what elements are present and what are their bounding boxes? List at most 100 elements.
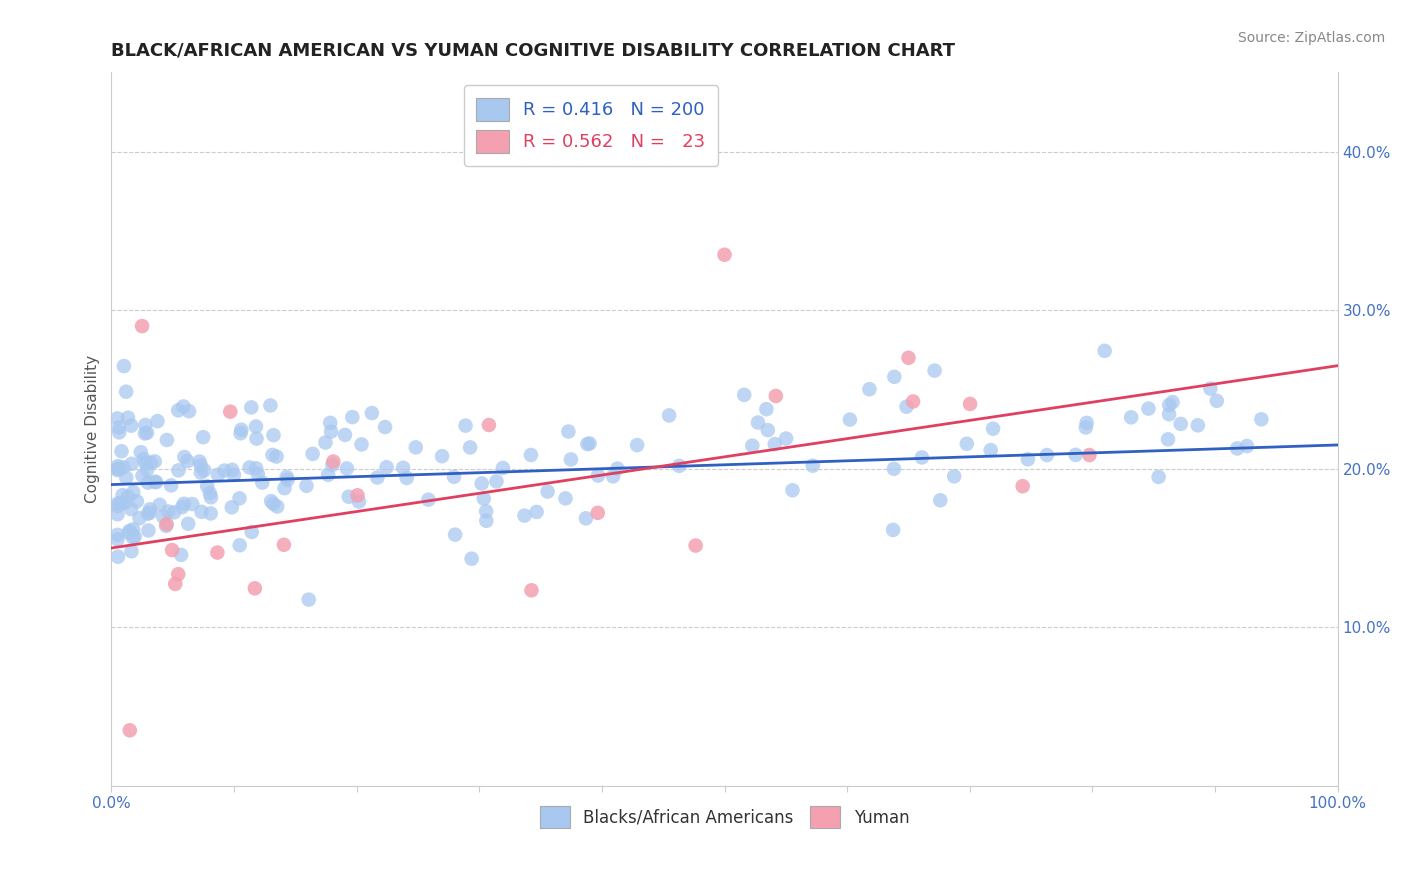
Point: [578, 436, 600, 450]
Point: [157, 504, 180, 518]
Point: [586, 506, 609, 520]
Point: [107, 463, 129, 477]
Point: [350, 437, 373, 451]
Point: [316, 467, 339, 482]
Text: Source: ZipAtlas.com: Source: ZipAtlas.com: [1237, 31, 1385, 45]
Point: [214, 464, 236, 478]
Point: [360, 406, 382, 420]
Point: [273, 481, 295, 495]
Point: [146, 414, 169, 428]
Point: [485, 475, 508, 489]
Point: [155, 517, 177, 532]
Point: [897, 351, 920, 365]
Point: [149, 498, 172, 512]
Point: [1250, 412, 1272, 426]
Point: [266, 500, 288, 514]
Point: [755, 402, 778, 417]
Point: [838, 412, 860, 426]
Point: [526, 505, 548, 519]
Point: [107, 528, 129, 542]
Point: [782, 483, 804, 498]
Point: [896, 400, 918, 414]
Point: [478, 417, 501, 432]
Point: [110, 444, 132, 458]
Point: [107, 549, 129, 564]
Point: [980, 443, 1002, 458]
Point: [125, 494, 148, 508]
Point: [117, 490, 139, 504]
Point: [1017, 452, 1039, 467]
Point: [156, 433, 179, 447]
Point: [1011, 479, 1033, 493]
Point: [262, 497, 284, 511]
Point: [366, 470, 388, 484]
Point: [395, 471, 418, 485]
Point: [122, 523, 145, 537]
Point: [243, 582, 266, 596]
Point: [513, 508, 536, 523]
Point: [134, 426, 156, 441]
Point: [775, 432, 797, 446]
Point: [321, 458, 343, 472]
Point: [322, 454, 344, 468]
Point: [240, 401, 263, 415]
Point: [901, 394, 924, 409]
Point: [266, 450, 288, 464]
Point: [129, 445, 152, 459]
Point: [858, 382, 880, 396]
Point: [170, 548, 193, 562]
Point: [520, 448, 543, 462]
Point: [454, 418, 477, 433]
Point: [1161, 395, 1184, 409]
Point: [240, 524, 263, 539]
Text: BLACK/AFRICAN AMERICAN VS YUMAN COGNITIVE DISABILITY CORRELATION CHART: BLACK/AFRICAN AMERICAN VS YUMAN COGNITIV…: [111, 42, 956, 60]
Point: [560, 452, 582, 467]
Point: [475, 514, 498, 528]
Point: [107, 533, 129, 547]
Point: [1236, 439, 1258, 453]
Point: [263, 428, 285, 442]
Point: [131, 319, 153, 334]
Point: [145, 475, 167, 490]
Point: [801, 458, 824, 473]
Point: [246, 467, 269, 481]
Point: [167, 463, 190, 477]
Point: [443, 470, 465, 484]
Point: [444, 527, 467, 541]
Point: [319, 425, 342, 439]
Point: [418, 492, 440, 507]
Point: [1121, 410, 1143, 425]
Point: [155, 519, 177, 533]
Point: [107, 411, 129, 425]
Point: [392, 460, 415, 475]
Point: [1137, 401, 1160, 416]
Point: [139, 456, 162, 470]
Point: [245, 461, 267, 475]
Point: [1147, 470, 1170, 484]
Point: [222, 467, 245, 482]
Point: [143, 475, 166, 489]
Point: [763, 437, 786, 451]
Point: [602, 469, 624, 483]
Point: [172, 400, 194, 414]
Point: [981, 422, 1004, 436]
Point: [430, 449, 453, 463]
Point: [160, 543, 183, 558]
Point: [167, 567, 190, 582]
Point: [606, 461, 628, 475]
Point: [1094, 343, 1116, 358]
Point: [191, 430, 214, 444]
Point: [298, 592, 321, 607]
Point: [108, 425, 131, 440]
Point: [229, 426, 252, 441]
Point: [295, 479, 318, 493]
Point: [177, 516, 200, 531]
Point: [1074, 420, 1097, 434]
Point: [245, 419, 267, 434]
Point: [1205, 393, 1227, 408]
Point: [1226, 442, 1249, 456]
Point: [167, 403, 190, 417]
Point: [207, 467, 229, 482]
Point: [537, 484, 560, 499]
Point: [108, 420, 131, 434]
